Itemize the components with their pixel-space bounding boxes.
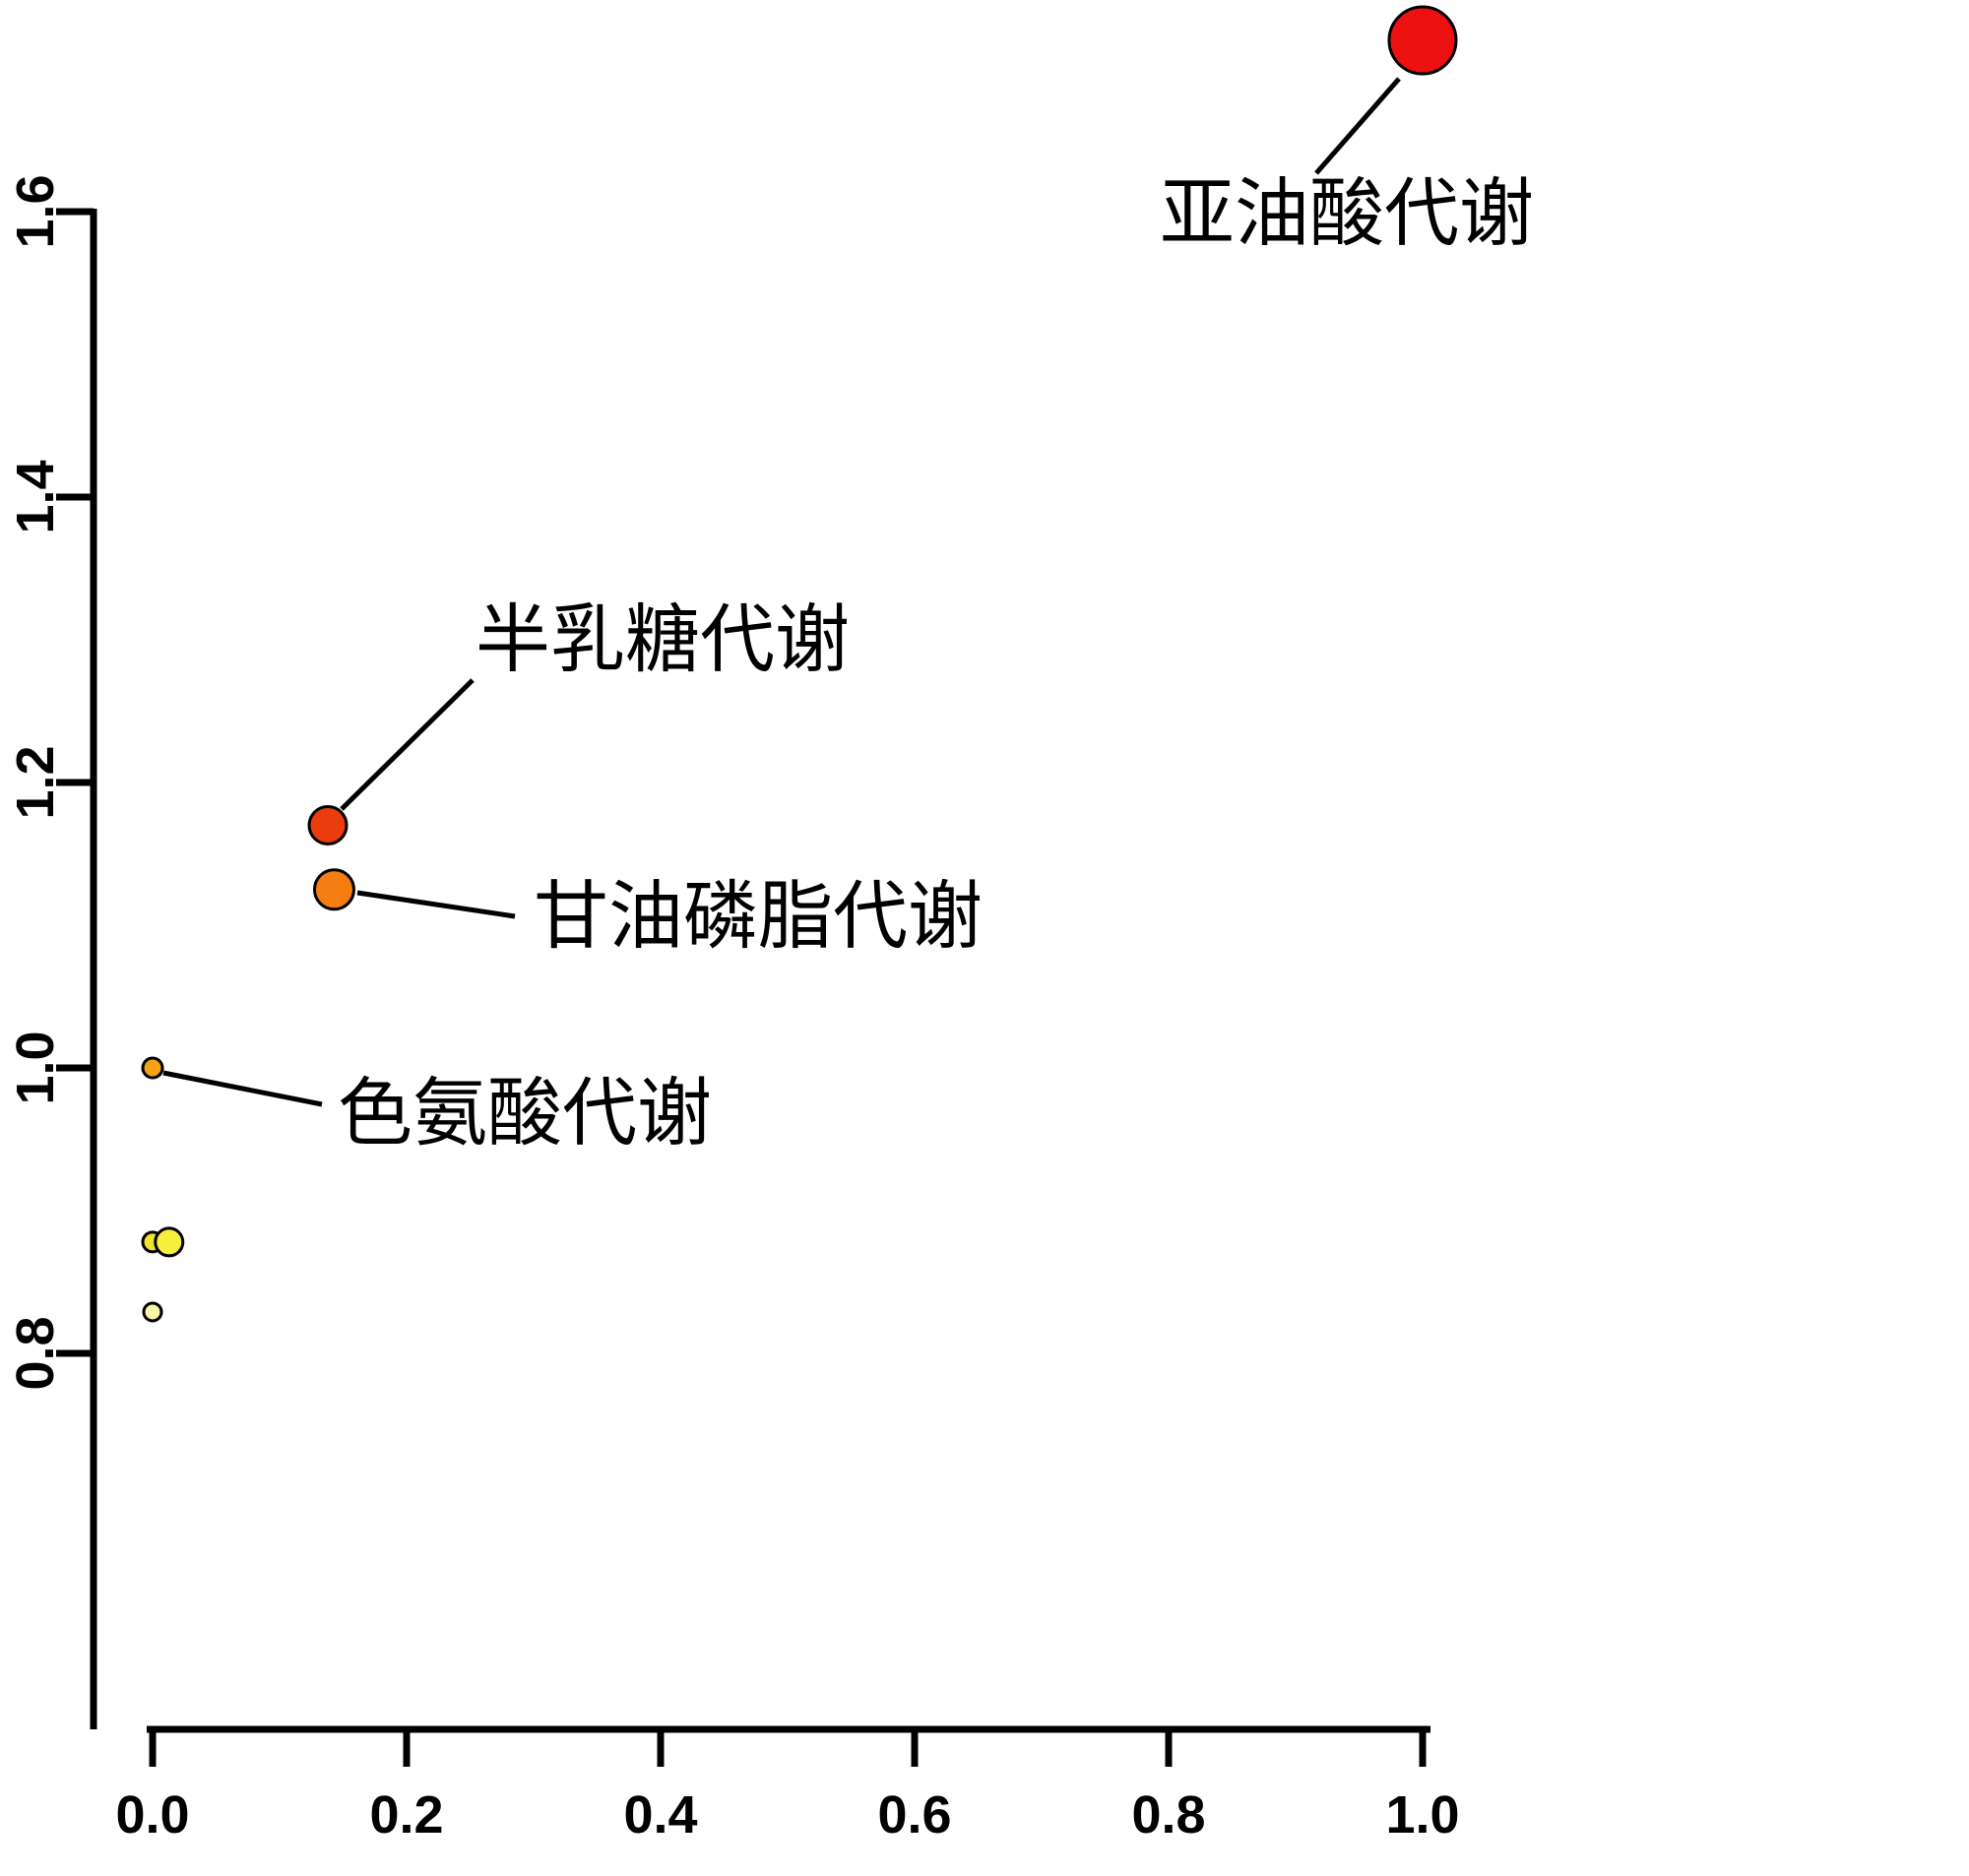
annotation-label: 半乳糖代谢: [476, 595, 850, 683]
y-tick-label: 1.2: [6, 745, 65, 819]
y-tick-label: 1.0: [6, 1031, 65, 1104]
annotation-leader-line: [356, 890, 516, 919]
x-tick-label: 0.8: [1131, 1785, 1205, 1845]
x-tick-label: 1.0: [1385, 1785, 1459, 1845]
x-tick-label: 0.6: [877, 1785, 951, 1845]
data-point-unlabeled-point-2: [154, 1226, 185, 1258]
data-point-tryptophan-metabolism: [141, 1056, 164, 1080]
data-point-unlabeled-point-3: [142, 1301, 163, 1323]
data-point-galactose-metabolism: [307, 805, 349, 845]
annotation-leader-line: [162, 1070, 323, 1107]
annotation-label: 亚油酸代谢: [1160, 169, 1534, 257]
y-tick-label: 1.4: [6, 460, 65, 533]
annotation-leader-line: [1314, 77, 1401, 175]
annotation-leader-line: [340, 678, 475, 811]
x-tick-label: 0.0: [115, 1785, 189, 1845]
x-tick-label: 0.4: [623, 1785, 697, 1845]
annotation-label: 甘油磷脂代谢: [534, 872, 983, 960]
y-tick-label: 0.8: [6, 1316, 65, 1390]
annotation-label: 色氨酸代谢: [338, 1069, 712, 1157]
y-tick-label: 1.6: [6, 174, 65, 248]
data-point-linoleic-acid-metabolism: [1387, 5, 1458, 76]
x-tick-label: 0.2: [369, 1785, 443, 1845]
data-point-glycerophospholipid-metabolism: [312, 868, 355, 911]
